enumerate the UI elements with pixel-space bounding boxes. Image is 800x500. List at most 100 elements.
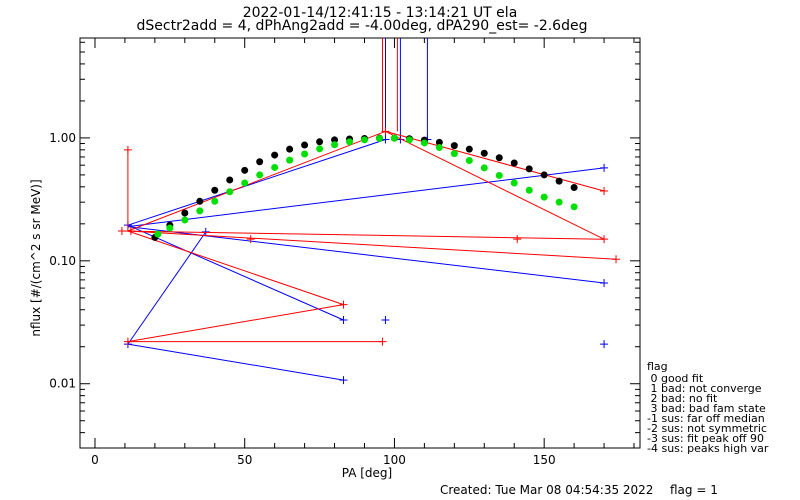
series-1 (117, 38, 621, 346)
data-point-plus (339, 300, 348, 309)
data-point-dot (226, 176, 234, 184)
flag-legend: flag 0 good fit 1 bad: not converge 2 ba… (647, 360, 769, 455)
series-3 (154, 134, 578, 238)
data-point-dot (211, 186, 219, 194)
data-point-dot (510, 179, 518, 187)
chart-subtitle: dSectr2add = 4, dPhAng2add = -4.00deg, d… (137, 18, 588, 34)
plot-axes: 0 50 100 150 0.01 0.10 1.00 (49, 37, 641, 467)
data-point-dot (196, 207, 204, 215)
series-line (385, 130, 605, 192)
data-point-dot (540, 171, 548, 179)
data-point-dot (241, 179, 249, 187)
series-line (127, 230, 617, 260)
data-point-dot (495, 154, 503, 162)
data-point-dot (241, 166, 249, 174)
y-tick-label: 0.01 (49, 377, 76, 391)
y-tick-label: 1.00 (49, 131, 76, 145)
data-point-plus (378, 337, 387, 346)
series-line (385, 130, 605, 240)
legend-item: -2 sus: not symmetric (647, 422, 767, 435)
data-point-plus (612, 255, 621, 264)
legend-item: 3 bad: bad fam state (647, 402, 766, 415)
data-point-plus (513, 235, 522, 244)
data-point-plus (123, 337, 132, 346)
series-line (127, 224, 344, 321)
data-point-plus (600, 186, 609, 195)
data-point-plus (117, 226, 126, 235)
legend-item: -4 sus: peaks high var (647, 442, 769, 455)
y-axis-label: nflux [#/(cm^2 s sr MeV)] (29, 179, 43, 336)
data-point-dot (420, 139, 428, 147)
legend-item: 0 good fit (647, 372, 704, 385)
data-point-dot (256, 158, 264, 166)
data-point-dot (301, 141, 309, 149)
created-timestamp: Created: Tue Mar 08 04:54:35 2022 (440, 483, 653, 497)
data-point-plus (600, 279, 609, 288)
legend-item: -3 sus: fit peak off 90 (647, 432, 764, 445)
data-point-dot (360, 136, 368, 144)
data-point-dot (435, 138, 443, 146)
data-point-dot (435, 144, 443, 152)
data-point-dot (465, 157, 473, 165)
x-axis-label: PA [deg] (342, 466, 392, 480)
data-point-dot (181, 209, 189, 217)
data-point-plus (246, 235, 255, 244)
data-point-dot (450, 150, 458, 158)
data-point-dot (286, 145, 294, 153)
data-point-dot (555, 198, 563, 206)
series-line (127, 304, 344, 343)
data-point-dot (495, 171, 503, 179)
data-point-dot (570, 203, 578, 211)
y-tick-label: 0.10 (49, 254, 76, 268)
data-point-dot (226, 188, 234, 196)
data-point-dot (331, 136, 339, 144)
data-point-dot (525, 186, 533, 194)
series-0 (123, 38, 609, 385)
series-layer (117, 38, 621, 385)
series-line (127, 343, 344, 381)
legend-item: 1 bad: not converge (647, 382, 762, 395)
data-point-dot (525, 165, 533, 173)
data-point-dot (465, 145, 473, 153)
data-point-dot (555, 177, 563, 185)
data-point-dot (570, 183, 578, 191)
series-2 (151, 134, 578, 241)
flag-value: flag = 1 (670, 483, 718, 497)
data-point-dot (405, 136, 413, 144)
x-tick-label: 50 (237, 453, 252, 467)
x-tick-label: 150 (533, 453, 556, 467)
series-line (121, 230, 605, 240)
data-point-dot (316, 145, 324, 153)
data-point-dot (375, 134, 383, 142)
data-point-plus (381, 127, 390, 136)
data-point-plus (600, 163, 609, 172)
data-point-dot (154, 230, 162, 238)
data-point-dot (211, 197, 219, 205)
legend-item: 2 bad: no fit (647, 392, 718, 405)
series-line (127, 167, 605, 228)
series-line (127, 130, 386, 232)
data-point-dot (181, 216, 189, 224)
series-line (127, 231, 207, 345)
chart-title: 2022-01-14/12:41:15 - 13:14:21 UT ela (243, 5, 518, 21)
data-point-dot (316, 138, 324, 146)
data-point-dot (271, 163, 279, 171)
data-point-dot (301, 150, 309, 158)
data-point-plus (600, 340, 609, 349)
data-point-dot (480, 149, 488, 157)
data-point-dot (271, 151, 279, 159)
data-point-plus (126, 226, 135, 235)
data-point-dot (346, 138, 354, 146)
data-point-dot (510, 159, 518, 167)
data-point-plus (600, 235, 609, 244)
data-point-plus (381, 316, 390, 325)
data-point-dot (390, 134, 398, 142)
legend-heading: flag (647, 360, 668, 373)
data-point-plus (339, 376, 348, 385)
data-point-dot (256, 171, 264, 179)
data-point-plus (123, 145, 132, 154)
x-tick-label: 0 (91, 453, 99, 467)
data-point-dot (480, 164, 488, 172)
data-point-dot (540, 193, 548, 201)
